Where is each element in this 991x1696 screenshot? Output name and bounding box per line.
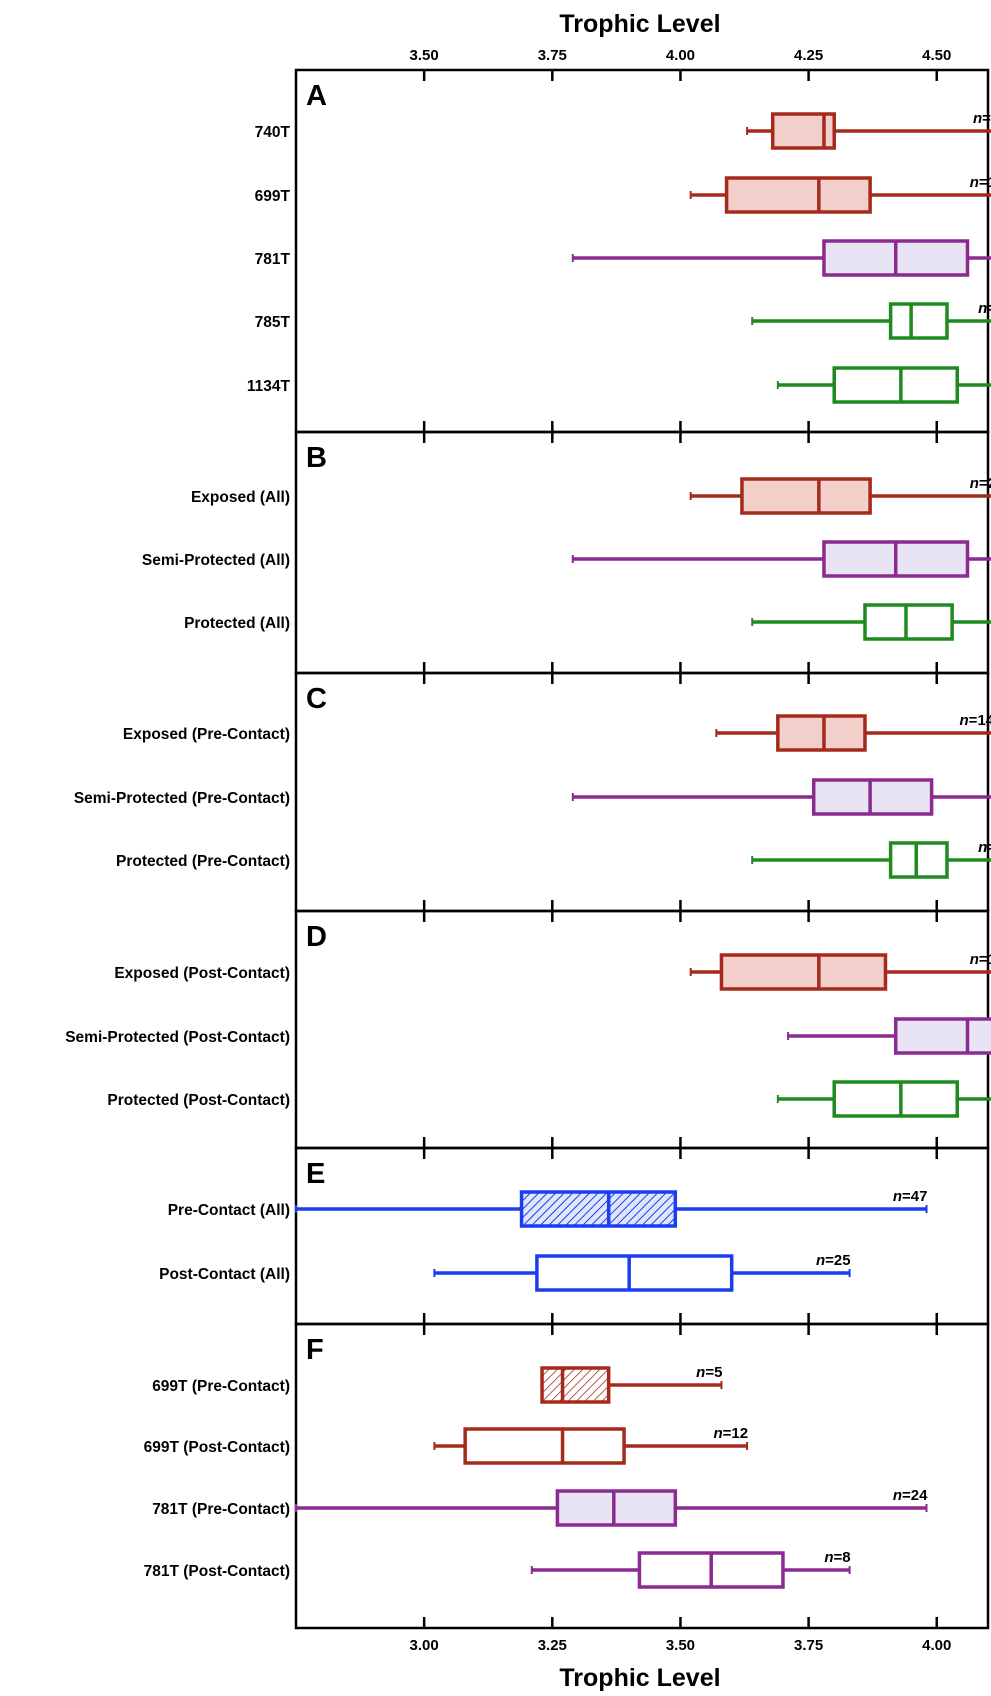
panel-f: F 699T (Pre-Contact) n=5 699T (Post-Contact…: [144, 1322, 990, 1630]
n-label: n=9: [978, 300, 991, 317]
iqr-box: [719, 953, 888, 991]
bottom-axis-tick-labels: 3.00 3.25 3.50 3.75 4.00: [410, 1637, 952, 1654]
panel-letter: C: [306, 683, 327, 715]
panel-b: B Exposed (All) n=27 Semi-Protected (All)n=…: [142, 430, 991, 675]
box-row: Protected (Pre-Contact) n=9: [116, 839, 991, 879]
row-label: 1134T: [247, 378, 291, 395]
row-label: Semi-Protected (Pre-Contact): [74, 790, 290, 807]
box-row: 699T (Post-Contact) n=12: [144, 1425, 749, 1465]
iqr-box: [863, 603, 954, 641]
iqr-box: [811, 778, 934, 816]
iqr-box: [463, 1427, 626, 1465]
n-label: n=17: [970, 174, 991, 191]
row-label: Semi-Protected (Post-Contact): [65, 1029, 290, 1046]
row-label: 781T (Pre-Contact): [152, 1501, 290, 1518]
box-row: Post-Contact (All) n=25: [159, 1252, 851, 1292]
panel-letter: B: [306, 442, 327, 474]
row-label: 699T: [255, 188, 291, 205]
bottom-axis-title: Trophic Level: [559, 1664, 720, 1692]
bottom-axis-tick-label: 3.00: [410, 1637, 439, 1654]
row-label: 699T (Pre-Contact): [152, 1378, 290, 1395]
panel-c: C Exposed (Pre-Contact) n=14 Semi-Protected…: [74, 671, 991, 913]
row-label: Post-Contact (All): [159, 1266, 290, 1283]
n-label: n=13: [970, 951, 991, 968]
iqr-box: [740, 477, 872, 515]
bottom-axis-tick-label: 4.00: [922, 1637, 951, 1654]
box-row: Semi-Protected (All)n=32: [142, 540, 991, 578]
row-label: 781T: [255, 251, 291, 268]
box-row: Semi-Protected (Post-Contact)n=8: [65, 1017, 991, 1055]
n-label: n=14: [960, 712, 991, 729]
n-label: n=9: [978, 839, 991, 856]
bottom-axis-tick-label: 3.75: [794, 1637, 823, 1654]
row-label: 699T (Post-Contact): [144, 1439, 290, 1456]
top-axis-title: Trophic Level: [559, 10, 720, 38]
top-axis-tick-label: 3.75: [538, 47, 567, 64]
box-row: Exposed (Post-Contact) n=13: [114, 951, 991, 991]
box-row: 699T (Pre-Contact) n=5: [152, 1364, 723, 1404]
box-row: Exposed (Pre-Contact) n=14: [123, 712, 991, 752]
panel-letter: F: [306, 1334, 324, 1366]
row-label: 740T: [255, 124, 291, 141]
row-label: Pre-Contact (All): [168, 1202, 290, 1219]
iqr-box: [832, 366, 959, 404]
box-row: 740T n=8: [255, 110, 991, 150]
top-axis-tick-label: 4.50: [922, 47, 951, 64]
box-row: Pre-Contact (All) n=47: [168, 1188, 928, 1228]
box-row: 781T (Pre-Contact) n=24: [152, 1487, 928, 1527]
panel-letter: A: [306, 80, 327, 112]
iqr-box: [535, 1254, 734, 1292]
box-row: 785T n=9: [255, 300, 991, 340]
iqr-box: [888, 841, 949, 879]
n-label: n=25: [816, 1252, 851, 1269]
row-label: 781T (Post-Contact): [144, 1563, 290, 1580]
row-label: 785T: [255, 314, 291, 331]
box-row: 781T (Post-Contact) n=8: [144, 1549, 851, 1589]
top-axis-tick-label: 4.00: [666, 47, 695, 64]
row-label: Exposed (Post-Contact): [114, 965, 290, 982]
n-label: n=5: [696, 1364, 722, 1381]
panel-d: D Exposed (Post-Contact) n=13 Semi-Protecte…: [65, 909, 991, 1150]
top-axis-tick-label: 4.25: [794, 47, 823, 64]
n-label: n=24: [893, 1487, 928, 1504]
iqr-box: [888, 302, 949, 340]
bottom-axis-tick-label: 3.25: [538, 1637, 567, 1654]
iqr-box: [555, 1489, 678, 1527]
row-label: Semi-Protected (All): [142, 552, 290, 569]
panels: A 740T n=8 699T n=17 781Tn=31 785T n=9 1134Tn=6 B…: [65, 68, 991, 1630]
n-label: n=8: [824, 1549, 850, 1566]
panel-e: E Pre-Contact (All) n=47 Post-Contact (All)…: [159, 1146, 990, 1326]
box-row: 781Tn=31: [255, 239, 991, 277]
n-label: n=12: [713, 1425, 748, 1442]
panel-a: A 740T n=8 699T n=17 781Tn=31 785T n=9 1134Tn=6: [247, 68, 991, 434]
iqr-box: [724, 176, 872, 214]
iqr-box: [519, 1190, 678, 1228]
panel-letter: D: [306, 921, 327, 953]
box-row: Protected (All)n=15: [184, 603, 991, 641]
iqr-box: [893, 1017, 991, 1055]
row-label: Protected (Post-Contact): [107, 1092, 290, 1109]
n-label: n=8: [973, 110, 991, 127]
iqr-box: [832, 1080, 959, 1118]
panel-letter: E: [306, 1158, 325, 1190]
iqr-box: [776, 714, 867, 752]
n-label: n=27: [970, 475, 991, 492]
row-label: Protected (Pre-Contact): [116, 853, 290, 870]
panel-frame: [294, 1146, 990, 1326]
row-label: Protected (All): [184, 615, 290, 632]
box-row: Protected (Post-Contact)n=6: [107, 1080, 991, 1118]
n-label: n=47: [893, 1188, 928, 1205]
box-row: 1134Tn=6: [247, 366, 991, 404]
box-row: Semi-Protected (Pre-Contact)n=24: [74, 778, 991, 816]
top-axis-tick-labels: 3.50 3.75 4.00 4.25 4.50: [410, 47, 952, 64]
row-label: Exposed (All): [191, 489, 290, 506]
iqr-box: [540, 1366, 611, 1404]
box-row: 699T n=17: [255, 174, 991, 214]
bottom-axis-tick-label: 3.50: [666, 1637, 695, 1654]
panel-frame: [294, 1322, 990, 1630]
box-row: Exposed (All) n=27: [191, 475, 991, 515]
top-axis-tick-label: 3.50: [410, 47, 439, 64]
row-label: Exposed (Pre-Contact): [123, 726, 290, 743]
